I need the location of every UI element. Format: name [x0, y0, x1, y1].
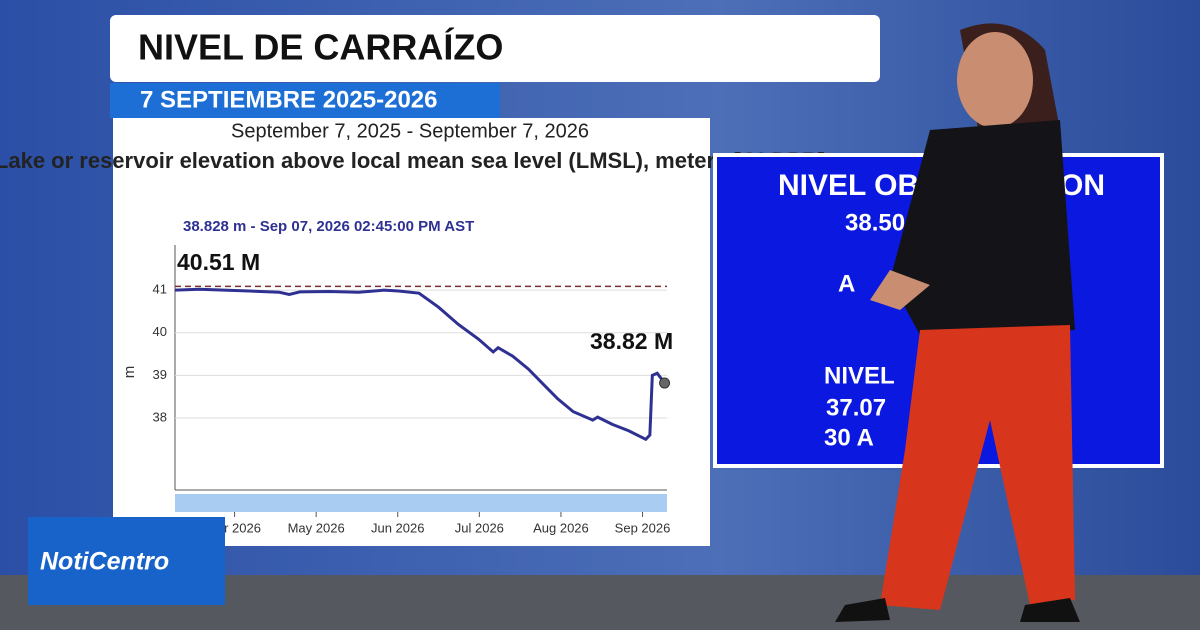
panel-text: NIVEL	[824, 362, 895, 389]
y-axis-label: m	[121, 366, 138, 379]
panel-text: 37.07	[826, 394, 886, 421]
navigator	[175, 494, 667, 512]
header-subtitle: 7 SEPTIEMBRE 2025-2026	[140, 86, 437, 113]
panel-text: A	[838, 270, 855, 297]
x-tick-label: Jun 2026	[371, 520, 425, 535]
tooltip: 38.828 m - Sep 07, 2026 02:45:00 PM AST	[183, 218, 474, 235]
logo: NotiCentro	[40, 548, 169, 576]
panel-text: 38.50	[845, 209, 905, 236]
chart-title: Lake or reservoir elevation above local …	[0, 148, 825, 173]
header-box	[110, 15, 880, 82]
x-tick-label: May 2026	[288, 520, 345, 535]
chart-subtitle: September 7, 2025 - September 7, 2026	[231, 120, 589, 142]
y-tick-label: 38	[153, 409, 167, 424]
annotation: 38.82 M	[590, 328, 673, 354]
chart-panel	[113, 118, 710, 546]
header-title: NIVEL DE CARRAÍZO	[138, 27, 503, 68]
x-tick-label: Sep 2026	[615, 520, 671, 535]
panel-text: ON	[1060, 169, 1105, 202]
data-line	[174, 287, 666, 442]
x-tick-label: Aug 2026	[533, 520, 589, 535]
x-tick-label: Jul 2026	[455, 520, 504, 535]
presenter	[835, 23, 1080, 622]
logo-box	[28, 517, 225, 605]
y-tick-label: 41	[153, 282, 167, 297]
subtitle-band	[110, 83, 500, 118]
end-marker	[659, 377, 671, 389]
annotation: 40.51 M	[177, 249, 260, 275]
y-tick-label: 40	[153, 324, 167, 339]
y-tick-label: 39	[153, 367, 167, 382]
panel-text: 30 A	[824, 424, 874, 451]
